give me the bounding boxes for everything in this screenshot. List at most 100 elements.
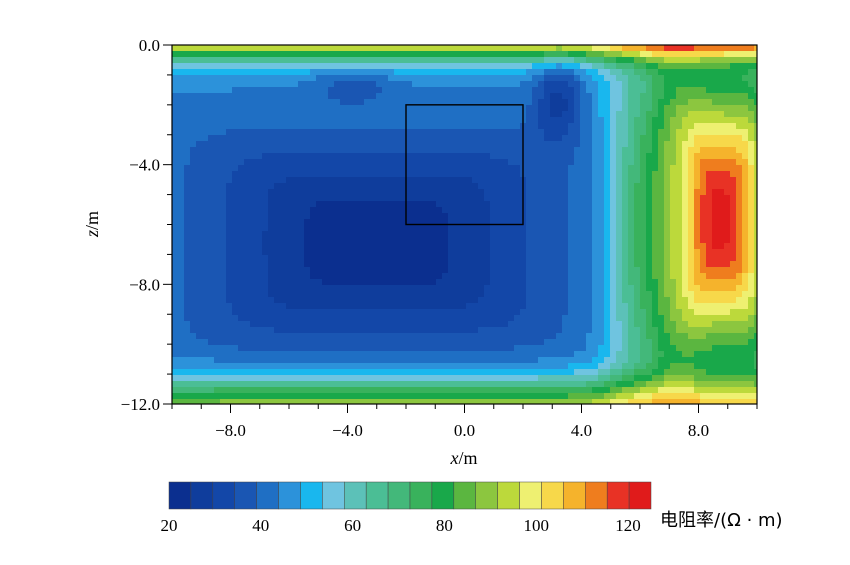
field-cell: [388, 201, 395, 208]
field-cell: [202, 267, 209, 274]
field-cell: [454, 45, 461, 52]
field-cell: [718, 45, 725, 52]
field-cell: [754, 339, 757, 346]
field-cell: [304, 117, 311, 124]
field-cell: [346, 243, 353, 250]
field-cell: [436, 111, 443, 118]
field-cell: [478, 255, 485, 262]
field-cell: [688, 219, 695, 226]
field-cell: [364, 231, 371, 238]
field-cell: [400, 57, 407, 64]
field-cell: [340, 123, 347, 130]
field-cell: [652, 303, 659, 310]
field-cell: [256, 237, 263, 244]
field-cell: [730, 195, 737, 202]
field-cell: [520, 267, 527, 274]
field-cell: [586, 285, 593, 292]
field-cell: [694, 57, 701, 64]
field-cell: [298, 159, 305, 166]
field-cell: [550, 339, 557, 346]
field-cell: [676, 165, 683, 172]
field-cell: [430, 75, 437, 82]
field-cell: [730, 291, 737, 298]
field-cell: [352, 303, 359, 310]
field-cell: [508, 249, 515, 256]
field-cell: [190, 255, 197, 262]
field-cell: [742, 93, 749, 100]
field-cell: [640, 135, 647, 142]
field-cell: [406, 117, 413, 124]
field-cell: [292, 201, 299, 208]
field-cell: [208, 177, 215, 184]
field-cell: [622, 237, 629, 244]
field-cell: [256, 279, 263, 286]
field-cell: [562, 339, 569, 346]
field-cell: [298, 99, 305, 106]
field-cell: [532, 225, 539, 232]
field-cell: [448, 93, 455, 100]
field-cell: [334, 321, 341, 328]
field-cell: [592, 255, 599, 262]
field-cell: [700, 183, 707, 190]
field-cell: [694, 183, 701, 190]
field-cell: [670, 51, 677, 58]
field-cell: [562, 183, 569, 190]
field-cell: [364, 51, 371, 58]
field-cell: [232, 81, 239, 88]
field-cell: [418, 315, 425, 322]
field-cell: [568, 243, 575, 250]
field-cell: [364, 45, 371, 52]
field-cell: [406, 159, 413, 166]
field-cell: [430, 159, 437, 166]
field-cell: [310, 207, 317, 214]
field-cell: [556, 273, 563, 280]
field-cell: [526, 339, 533, 346]
field-cell: [484, 327, 491, 334]
field-cell: [622, 219, 629, 226]
field-cell: [292, 63, 299, 70]
field-cell: [394, 279, 401, 286]
field-cell: [262, 45, 269, 52]
field-cell: [340, 135, 347, 142]
field-cell: [394, 75, 401, 82]
field-cell: [328, 63, 335, 70]
field-cell: [664, 165, 671, 172]
field-cell: [250, 279, 257, 286]
field-cell: [430, 225, 437, 232]
field-cell: [214, 51, 221, 58]
field-cell: [562, 213, 569, 220]
field-cell: [382, 285, 389, 292]
field-cell: [544, 147, 551, 154]
field-cell: [316, 195, 323, 202]
field-cell: [568, 81, 575, 88]
field-cell: [364, 123, 371, 130]
field-cell: [532, 81, 539, 88]
field-cell: [586, 195, 593, 202]
field-cell: [562, 135, 569, 142]
field-cell: [268, 117, 275, 124]
field-cell: [310, 153, 317, 160]
field-cell: [616, 87, 623, 94]
field-cell: [544, 93, 551, 100]
field-cell: [442, 189, 449, 196]
field-cell: [172, 201, 179, 208]
field-cell: [268, 69, 275, 76]
field-cell: [484, 321, 491, 328]
field-cell: [262, 309, 269, 316]
field-cell: [628, 333, 635, 340]
field-cell: [352, 111, 359, 118]
field-cell: [688, 99, 695, 106]
field-cell: [682, 327, 689, 334]
field-cell: [214, 171, 221, 178]
field-cell: [514, 177, 521, 184]
field-cell: [544, 315, 551, 322]
field-cell: [274, 93, 281, 100]
field-cell: [388, 303, 395, 310]
field-cell: [226, 159, 233, 166]
field-cell: [628, 285, 635, 292]
field-cell: [178, 81, 185, 88]
field-cell: [454, 135, 461, 142]
field-cell: [736, 75, 743, 82]
field-cell: [586, 225, 593, 232]
field-cell: [352, 135, 359, 142]
